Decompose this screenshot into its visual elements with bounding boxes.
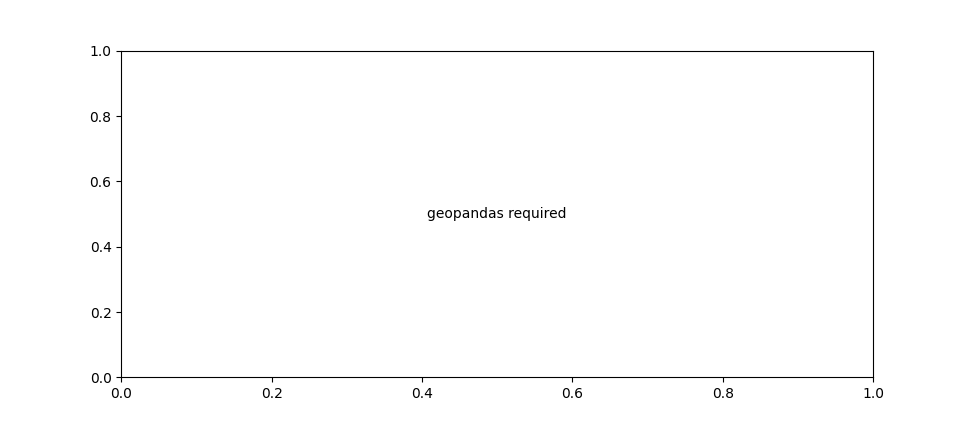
Text: geopandas required: geopandas required (427, 207, 566, 221)
